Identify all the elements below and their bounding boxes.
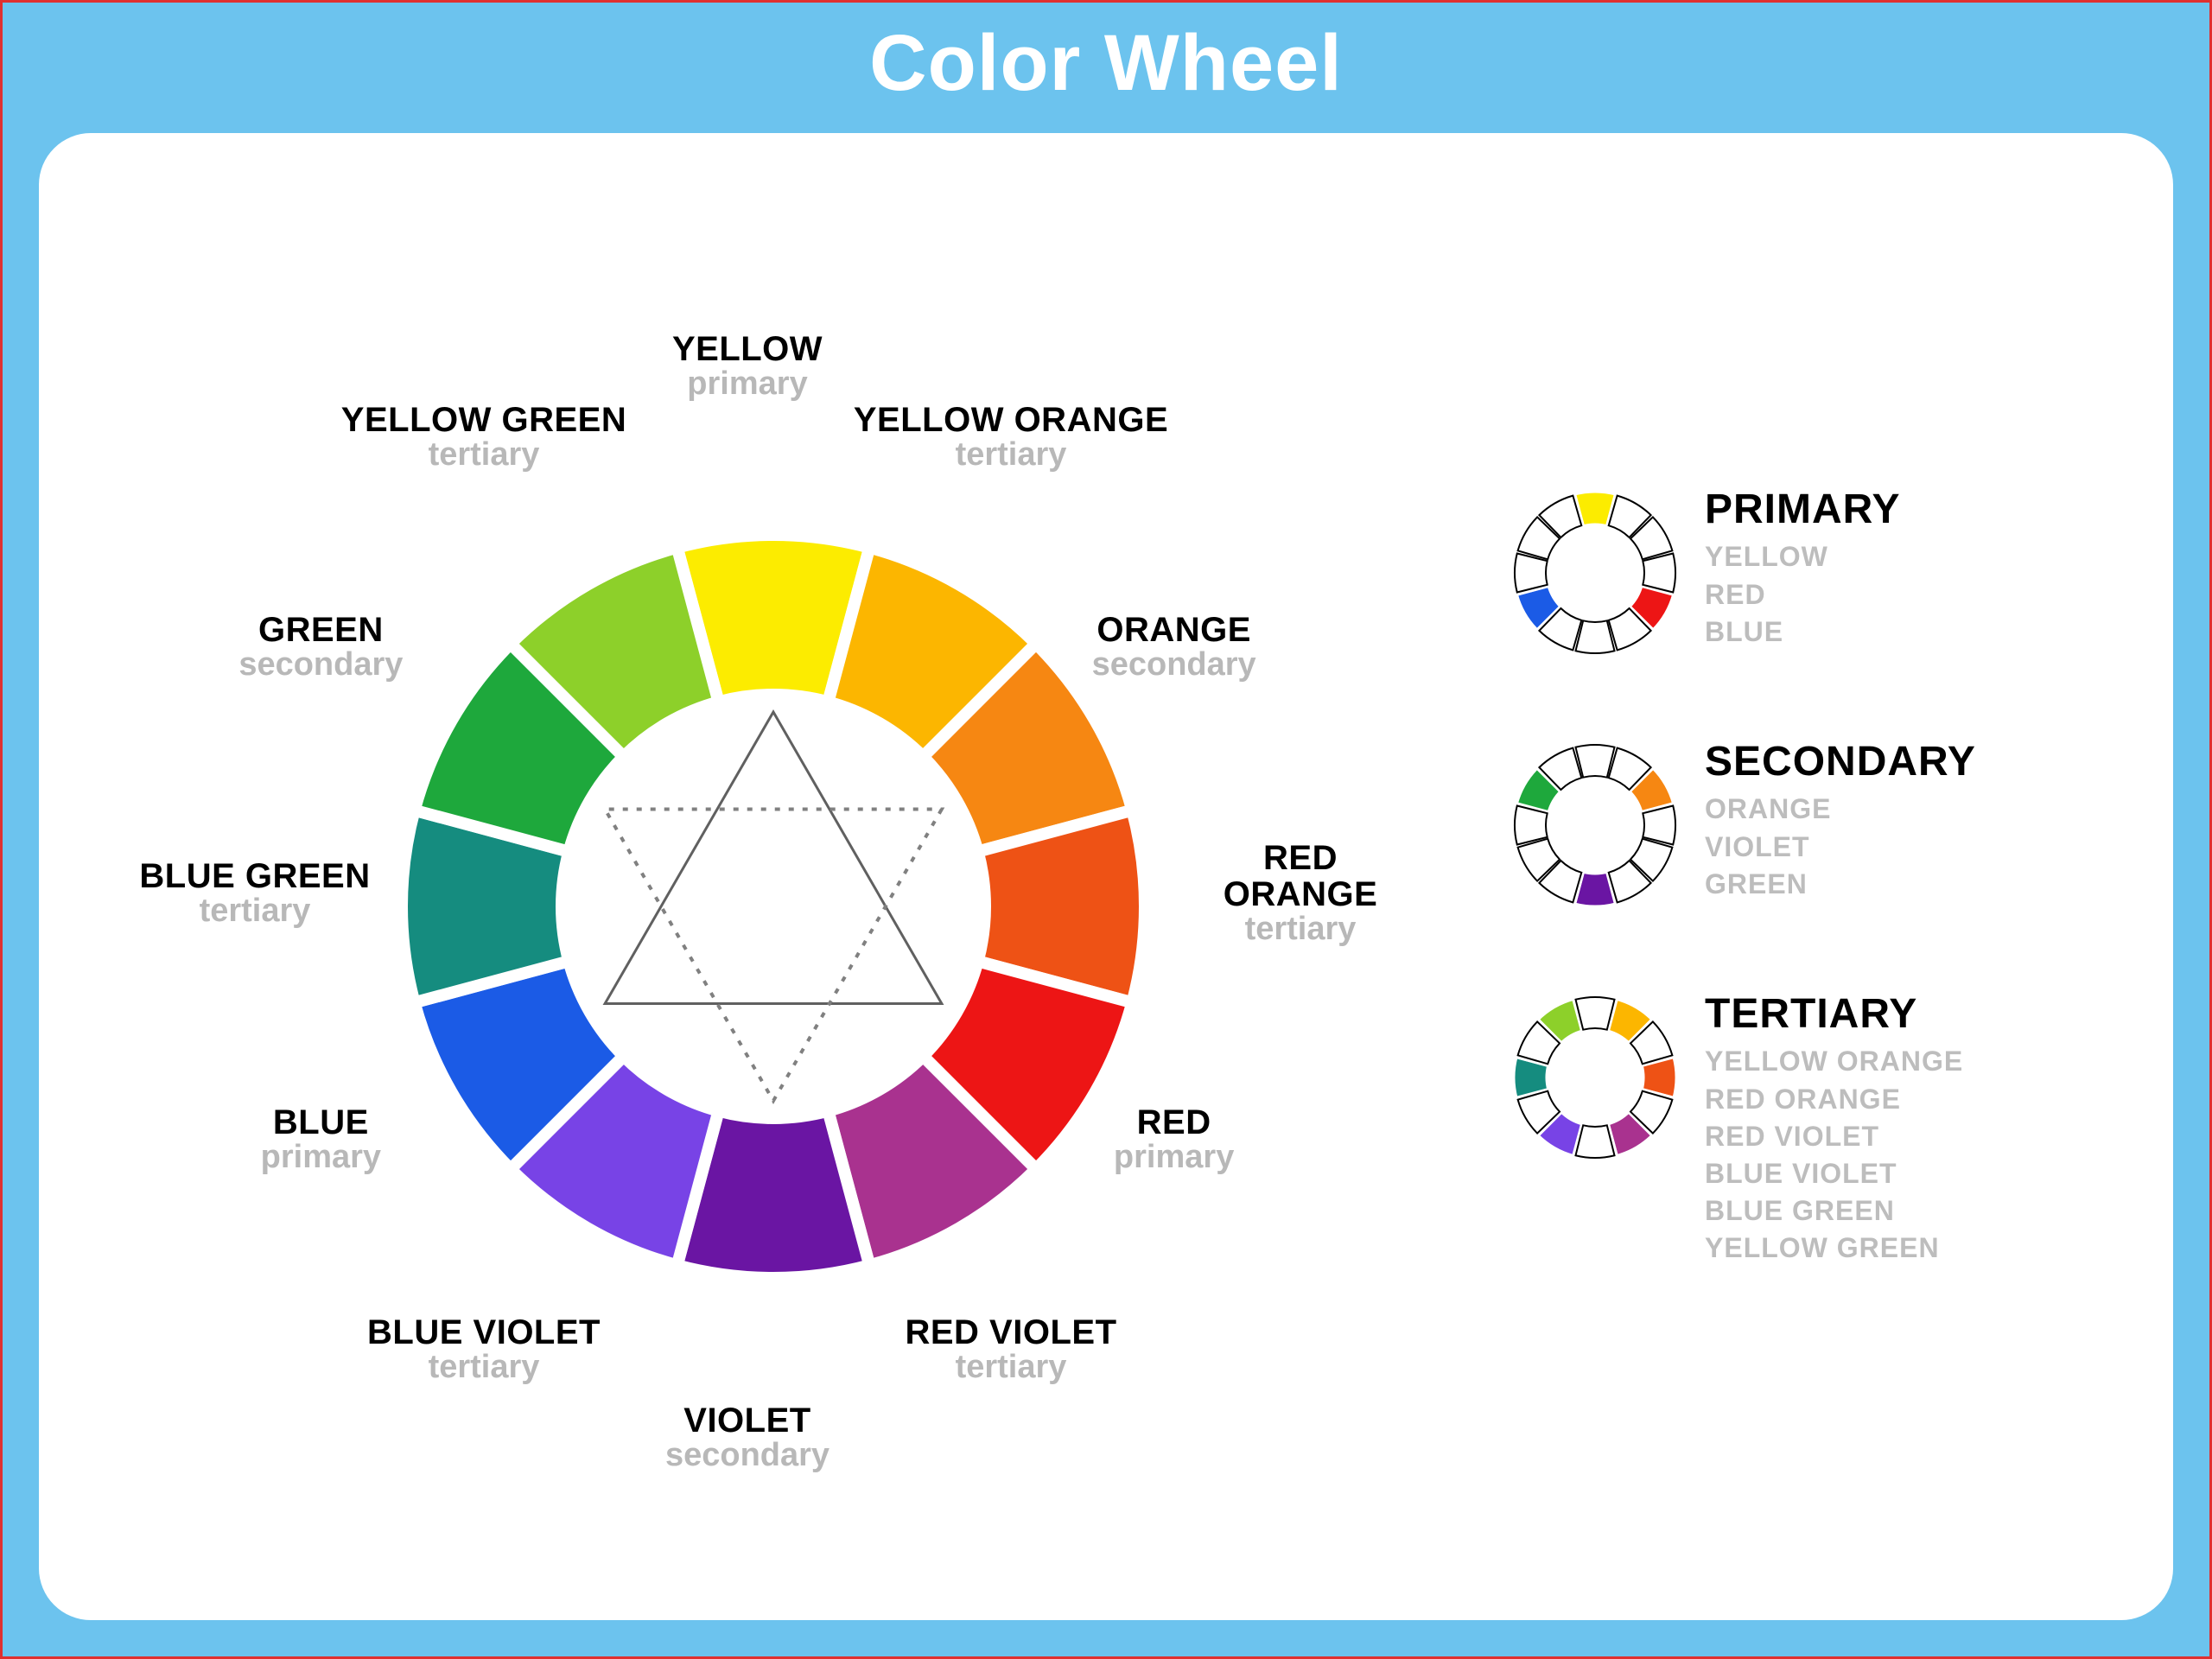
legend-text: PRIMARY YELLOWREDBLUE	[1705, 486, 1901, 651]
segment-type: secondary	[238, 648, 403, 683]
legend-item: ORANGE	[1705, 791, 1976, 828]
content-panel: YELLOWprimaryYELLOW ORANGEtertiaryORANGE…	[39, 133, 2173, 1620]
legend-row: PRIMARY YELLOWREDBLUE	[1508, 486, 2156, 660]
legend-item: RED VIOLET	[1705, 1118, 1963, 1155]
legend-heading: SECONDARY	[1705, 738, 1976, 785]
legend-item: BLUE GREEN	[1705, 1192, 1963, 1230]
segment-name: BLUE VIOLET	[367, 1314, 601, 1351]
segment-name: YELLOW	[672, 331, 823, 367]
color-wheel	[376, 509, 1171, 1304]
legend-item: GREEN	[1705, 866, 1976, 903]
segment-type: secondary	[665, 1439, 830, 1473]
legend-text: SECONDARY ORANGEVIOLETGREEN	[1705, 738, 1976, 903]
segment-type: tertiary	[367, 1351, 601, 1385]
segment-label: ORANGEsecondary	[1092, 612, 1256, 683]
segment-label: YELLOWprimary	[672, 331, 823, 402]
segment-type: secondary	[1092, 648, 1256, 683]
segment-name: BLUE	[261, 1104, 381, 1141]
segment-name: GREEN	[238, 612, 403, 648]
secondary-triangle	[605, 809, 942, 1101]
segment-label: BLUE GREENtertiary	[139, 858, 370, 929]
legend-mini-wheel	[1508, 990, 1682, 1165]
legend-mini-wheel	[1508, 738, 1682, 912]
page-title: Color Wheel	[39, 3, 2173, 133]
segment-label: YELLOW GREENtertiary	[341, 402, 626, 473]
segment-name: VIOLET	[665, 1402, 830, 1439]
legend-item: YELLOW GREEN	[1705, 1230, 1963, 1267]
segment-type: tertiary	[905, 1351, 1116, 1385]
legend-item: VIOLET	[1705, 829, 1976, 866]
segment-name: RED VIOLET	[905, 1314, 1116, 1351]
segment-name: YELLOW GREEN	[341, 402, 626, 438]
segment-name: YELLOW ORANGE	[854, 402, 1168, 438]
segment-label: BLUEprimary	[261, 1104, 381, 1175]
legend-row: TERTIARY YELLOW ORANGERED ORANGERED VIOLE…	[1508, 990, 2156, 1267]
legend-heading: PRIMARY	[1705, 486, 1901, 533]
segment-type: tertiary	[139, 894, 370, 929]
segment-name: ORANGE	[1092, 612, 1256, 648]
legend-heading: TERTIARY	[1705, 990, 1963, 1038]
primary-triangle	[605, 712, 942, 1004]
legend-item: BLUE	[1705, 613, 1901, 651]
legend-item: RED	[1705, 576, 1901, 613]
legend-zone: PRIMARY YELLOWREDBLUE SECONDARY ORANGEVIOLE…	[1508, 133, 2173, 1620]
legend-item: YELLOW	[1705, 538, 1901, 575]
segment-name: BLUE GREEN	[139, 858, 370, 894]
segment-type: tertiary	[854, 438, 1168, 473]
segment-label: BLUE VIOLETtertiary	[367, 1314, 601, 1385]
segment-label: GREENsecondary	[238, 612, 403, 683]
segment-type: tertiary	[1224, 912, 1378, 947]
segment-name: RED ORANGE	[1224, 840, 1378, 912]
segment-type: primary	[672, 367, 823, 402]
segment-name: RED	[1114, 1104, 1234, 1141]
legend-mini-wheel	[1508, 486, 1682, 660]
segment-label: YELLOW ORANGEtertiary	[854, 402, 1168, 473]
legend-item: BLUE VIOLET	[1705, 1155, 1963, 1192]
legend-text: TERTIARY YELLOW ORANGERED ORANGERED VIOLE…	[1705, 990, 1963, 1267]
segment-type: primary	[261, 1141, 381, 1175]
segment-label: REDprimary	[1114, 1104, 1234, 1175]
page-frame: Color Wheel YELLOWprimaryYELLOW ORANGEte…	[0, 0, 2212, 1659]
segment-type: tertiary	[341, 438, 626, 473]
segment-label: RED ORANGEtertiary	[1224, 840, 1378, 947]
legend-item: RED ORANGE	[1705, 1081, 1963, 1118]
legend-item: YELLOW ORANGE	[1705, 1043, 1963, 1080]
wheel-zone: YELLOWprimaryYELLOW ORANGEtertiaryORANGE…	[39, 133, 1508, 1620]
segment-label: RED VIOLETtertiary	[905, 1314, 1116, 1385]
legend-row: SECONDARY ORANGEVIOLETGREEN	[1508, 738, 2156, 912]
segment-type: primary	[1114, 1141, 1234, 1175]
segment-label: VIOLETsecondary	[665, 1402, 830, 1473]
